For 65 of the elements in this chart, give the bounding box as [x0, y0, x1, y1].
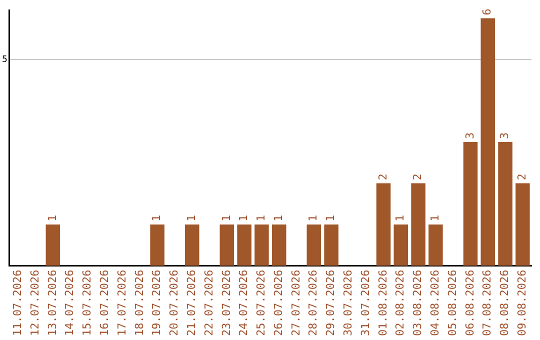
x-tick-label: 28.07.2026	[306, 270, 320, 336]
x-tick-label: 08.08.2026	[498, 270, 512, 336]
bar	[237, 224, 252, 266]
bar	[184, 224, 200, 266]
x-tick-label: 27.07.2026	[289, 270, 302, 336]
data-label: 2	[411, 174, 424, 180]
x-tick-label: 19.07.2026	[150, 270, 164, 336]
bar	[324, 224, 338, 266]
x-tick-label: 07.08.2026	[480, 270, 494, 336]
x-tick-label: 12.07.2026	[28, 270, 42, 336]
data-label: 1	[306, 214, 320, 222]
data-label: 1	[324, 214, 338, 222]
bar	[376, 183, 391, 266]
bar	[411, 183, 426, 266]
x-tick-label: 06.08.2026	[463, 270, 476, 336]
data-label: 1	[428, 214, 442, 222]
x-tick-label: 16.07.2026	[98, 270, 111, 336]
bar	[516, 183, 530, 266]
data-label: 3	[498, 132, 512, 140]
x-tick-label: 05.08.2026	[446, 270, 459, 336]
data-label: 2	[376, 174, 390, 180]
x-tick-label: 01.08.2026	[376, 270, 390, 336]
x-tick-label: 13.07.2026	[46, 270, 59, 336]
bar	[220, 224, 234, 266]
x-tick-label: 20.07.2026	[168, 270, 181, 336]
x-tick-label: 21.07.2026	[184, 270, 198, 336]
x-tick-label: 14.07.2026	[63, 270, 76, 336]
data-label: 1	[237, 214, 250, 222]
x-tick-label: 24.07.2026	[237, 270, 250, 336]
bar	[306, 224, 322, 266]
data-label: 1	[46, 214, 59, 222]
x-tick-label: 29.07.2026	[324, 270, 338, 336]
data-label: 6	[480, 8, 494, 16]
x-tick-label: 04.08.2026	[428, 270, 442, 336]
x-tick-label: 09.08.2026	[516, 270, 529, 336]
x-tick-label: 02.08.2026	[394, 270, 407, 336]
x-tick-label: 03.08.2026	[411, 270, 424, 336]
x-tick-label: 25.07.2026	[254, 270, 268, 336]
bar	[394, 224, 408, 266]
x-tick-label: 22.07.2026	[202, 270, 216, 336]
bar	[272, 224, 286, 266]
bar	[150, 224, 164, 266]
data-label: 1	[220, 214, 233, 222]
bar	[428, 224, 443, 266]
data-label: 3	[463, 132, 476, 140]
data-label: 1	[150, 214, 164, 222]
bar	[254, 224, 269, 266]
x-tick-label: 18.07.2026	[132, 270, 146, 336]
x-tick-label: 11.07.2026	[10, 270, 24, 336]
x-tick-label: 17.07.2026	[115, 270, 128, 336]
data-label: 1	[254, 214, 268, 222]
x-tick-label: 30.07.2026	[342, 270, 355, 336]
x-tick-label: 23.07.2026	[220, 270, 233, 336]
x-tick-label: 26.07.2026	[272, 270, 285, 336]
data-label: 1	[272, 214, 285, 222]
x-tick-label: 15.07.2026	[80, 270, 94, 336]
data-label: 1	[394, 214, 407, 222]
data-label: 1	[184, 214, 198, 222]
data-label: 2	[516, 174, 529, 180]
x-tick-label: 31.07.2026	[358, 270, 372, 336]
y-tick-label: 5	[2, 54, 8, 65]
bar	[498, 142, 512, 266]
bar	[480, 18, 496, 266]
bar	[463, 142, 478, 266]
bar	[46, 224, 60, 266]
